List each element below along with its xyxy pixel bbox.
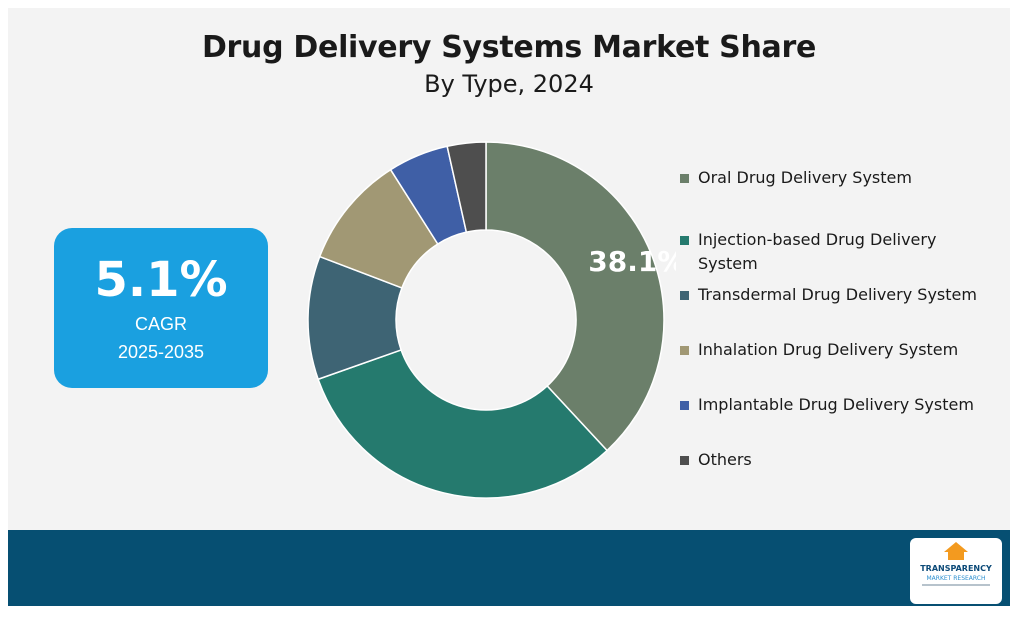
legend-label: Others — [698, 450, 752, 469]
cagr-value: 5.1% — [94, 252, 228, 308]
legend-item: Others — [680, 448, 1000, 472]
legend-swatch — [680, 236, 689, 245]
chart-frame: Drug Delivery Systems Market Share By Ty… — [8, 8, 1010, 606]
legend-label: Implantable Drug Delivery System — [698, 395, 974, 414]
legend-label: Transdermal Drug Delivery System — [698, 285, 977, 304]
cagr-range: 2025-2035 — [117, 342, 205, 362]
legend-label: Inhalation Drug Delivery System — [698, 340, 959, 359]
legend-item: Injection-based Drug Delivery System — [680, 228, 1000, 276]
donut-slice-6 — [446, 141, 487, 234]
chart-subtitle: By Type, 2024 — [424, 70, 594, 98]
logo-subtitle: MARKET RESEARCH — [926, 575, 986, 582]
legend-label: Injection-based Drug Delivery System — [698, 230, 937, 273]
brand-logo: TRANSPARENCY MARKET RESEARCH — [910, 538, 1002, 604]
legend-item: Implantable Drug Delivery System — [680, 393, 1000, 417]
legend-swatch — [680, 346, 689, 355]
legend-item: Oral Drug Delivery System — [680, 166, 1000, 190]
legend-swatch — [680, 174, 689, 183]
legend-swatch — [680, 291, 689, 300]
chart-title: Drug Delivery Systems Market Share — [201, 30, 817, 65]
cagr-label: CAGR — [134, 314, 187, 334]
cagr-box: 5.1% CAGR 2025-2035 — [54, 228, 268, 388]
logo-name: TRANSPARENCY — [920, 564, 992, 573]
legend-swatch — [680, 456, 689, 465]
legend-item: Inhalation Drug Delivery System — [680, 338, 1000, 362]
donut-chart: 38.1% — [307, 141, 676, 499]
legend-swatch — [680, 401, 689, 410]
legend-item: Transdermal Drug Delivery System — [680, 283, 1000, 307]
donut-slice-1 — [485, 141, 665, 452]
slice-data-label: 38.1% — [588, 245, 676, 278]
footer-bar — [8, 530, 1010, 606]
legend-label: Oral Drug Delivery System — [698, 168, 912, 187]
arrow-logo-icon — [944, 542, 968, 560]
donut-slice-2 — [317, 348, 609, 499]
logo-tagline-bar — [922, 584, 990, 586]
